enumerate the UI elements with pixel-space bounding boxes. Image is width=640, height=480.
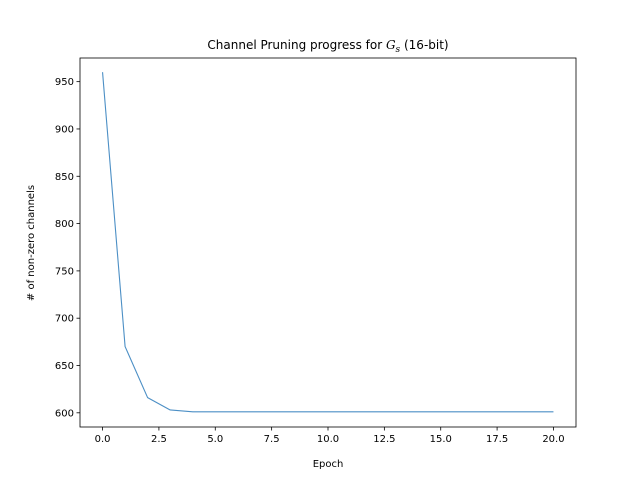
series-line-0	[102, 72, 554, 413]
chart-title: Channel Pruning progress for Gs (16-bit)	[207, 38, 448, 55]
plot-frame	[79, 57, 577, 428]
y-tick-label: 800	[55, 219, 74, 230]
y-tick-label: 950	[55, 77, 74, 88]
y-tick-label: 650	[55, 361, 74, 372]
y-tick-label: 900	[55, 124, 74, 135]
x-tick-label: 12.5	[373, 434, 395, 445]
x-tick-label: 20.0	[542, 434, 564, 445]
x-tick-label: 7.5	[264, 434, 280, 445]
y-axis: 600 650 700 750 800 850 900 950	[55, 77, 80, 419]
x-axis: 0.0 2.5 5.0 7.5 10.0 12.5 15.0 17.5 20.0	[95, 427, 565, 445]
x-axis-label: Epoch	[313, 459, 344, 470]
x-tick-label: 5.0	[207, 434, 223, 445]
y-tick-label: 600	[55, 408, 74, 419]
chart-title-suffix: (16-bit)	[400, 38, 448, 52]
y-axis-label: # of non-zero channels	[26, 185, 37, 301]
chart-title-subscript: s	[396, 45, 401, 55]
x-tick-label: 10.0	[317, 434, 339, 445]
y-tick-label: 700	[55, 314, 74, 325]
x-tick-label: 17.5	[486, 434, 508, 445]
plot-area	[79, 57, 577, 428]
y-tick-label: 750	[55, 266, 74, 277]
chart-title-variable: G	[386, 38, 396, 52]
x-tick-label: 15.0	[430, 434, 452, 445]
x-tick-label: 0.0	[95, 434, 111, 445]
x-tick-label: 2.5	[151, 434, 167, 445]
chart-title-prefix: Channel Pruning progress for	[207, 38, 386, 52]
y-tick-label: 850	[55, 172, 74, 183]
